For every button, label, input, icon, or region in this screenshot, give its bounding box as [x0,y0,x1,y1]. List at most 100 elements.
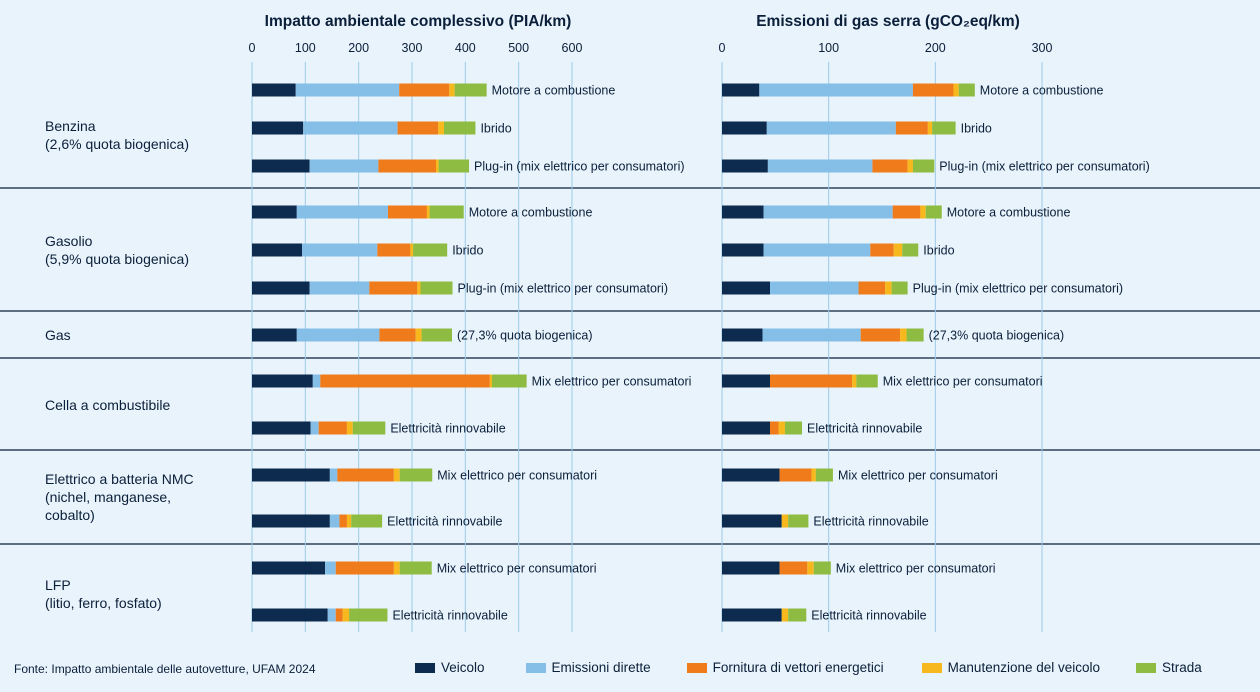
bar-segment [387,205,427,219]
bar-segment [346,514,352,528]
bar-segment [811,468,816,482]
bar-segment [907,159,913,173]
x-tick-label: 500 [508,41,529,55]
bar-segment [722,205,764,219]
x-tick-label: 100 [295,41,316,55]
x-tick-label: 300 [1032,41,1053,55]
bar-segment [351,514,383,528]
bar-segment [722,121,767,135]
bar-segment [252,561,326,575]
bar-segment [377,243,411,257]
bar-segment [352,421,386,435]
bar-label: Elettricità rinnovabile [807,422,922,436]
bar-segment [325,561,336,575]
group-label-gasolio: Gasolio (5,9% quota biogenica) [45,233,189,267]
bar-segment [417,281,421,295]
bar-segment [722,328,763,342]
bar-segment [410,243,414,257]
bar-segment [252,328,297,342]
bar-segment [252,468,330,482]
bar-segment [763,243,871,257]
group-label-cella: Cella a combustibile [45,397,171,413]
bar-segment [252,374,313,388]
legend-label: Strada [1162,660,1202,675]
x-tick-label: 600 [562,41,583,55]
bar-segment [335,561,394,575]
group-label-benzina: Benzina (2,6% quota biogenica) [45,118,189,152]
bar-segment [320,374,490,388]
bar-label: Ibrido [452,244,483,258]
bar-segment [337,468,394,482]
bar-label: Ibrido [480,122,511,136]
bar-segment [722,468,780,482]
bar-segment [958,83,975,97]
bar-label: Ibrido [961,122,992,136]
bar-segment [895,121,928,135]
bar-segment [491,374,527,388]
bar-segment [415,328,422,342]
x-tick-label: 200 [925,41,946,55]
bar-segment [397,121,439,135]
bar-segment [912,159,935,173]
bar-segment [722,243,764,257]
bar-segment [722,514,782,528]
bar-segment [722,421,770,435]
group-label-gas: Gas [45,327,71,343]
bar-label: Motore a combustione [947,206,1071,220]
bar-segment [252,121,304,135]
bar-segment [763,205,893,219]
bar-segment [435,159,439,173]
bar-segment [295,83,400,97]
legend-swatch [1136,662,1157,673]
bar-label: (27,3% quota biogenica) [457,329,593,343]
x-tick-label: 0 [719,41,726,55]
bar-label: (27,3% quota biogenica) [929,329,1065,343]
bar-segment [766,121,896,135]
bar-segment [252,421,311,435]
legend-swatch [686,662,707,673]
bar-segment [925,205,942,219]
bar-segment [927,121,933,135]
bar-segment [902,243,919,257]
bar-label: Mix elettrico per consumatori [437,469,597,483]
bar-segment [781,514,789,528]
bar-segment [815,468,833,482]
bar-label: Plug-in (mix elettrico per consumatori) [458,282,669,296]
bar-segment [891,281,908,295]
bar-segment [722,561,780,575]
bar-segment [454,83,487,97]
bar-segment [252,243,303,257]
bar-label: Ibrido [923,244,954,258]
bar-segment [339,514,347,528]
bar-segment [342,608,350,622]
legend-label: Emissioni dirette [551,660,651,675]
bar-segment [369,281,418,295]
bar-segment [900,328,907,342]
source-note: Fonte: Impatto ambientale delle autovett… [14,662,316,676]
bar-segment [393,561,400,575]
chart-title-left: Impatto ambientale complessivo (PIA/km) [264,13,572,30]
bar-segment [413,243,448,257]
bar-label: Plug-in (mix elettrico per consumatori) [474,160,685,174]
bar-segment [906,328,924,342]
bar-label: Mix elettrico per consumatori [532,375,692,389]
bar-segment [872,159,908,173]
bar-segment [378,159,436,173]
bar-segment [770,421,779,435]
bar-segment [302,243,378,257]
bar-label: Plug-in (mix elettrico per consumatori) [913,282,1124,296]
bar-segment [813,561,831,575]
bar-segment [856,374,878,388]
bar-segment [310,421,319,435]
bar-segment [349,608,388,622]
legend-label: Veicolo [441,660,485,675]
legend-item-fornitura: Fornitura di vettori energetici [686,660,884,675]
bar-segment [759,83,913,97]
bar-segment [860,328,901,342]
bar-segment [346,421,353,435]
bar-segment [327,608,336,622]
bar-label: Elettricità rinnovabile [387,515,502,529]
bar-label: Motore a combustione [469,206,593,220]
group-label-nmc: Elettrico a batteria NMC (nichel, mangan… [45,471,194,523]
